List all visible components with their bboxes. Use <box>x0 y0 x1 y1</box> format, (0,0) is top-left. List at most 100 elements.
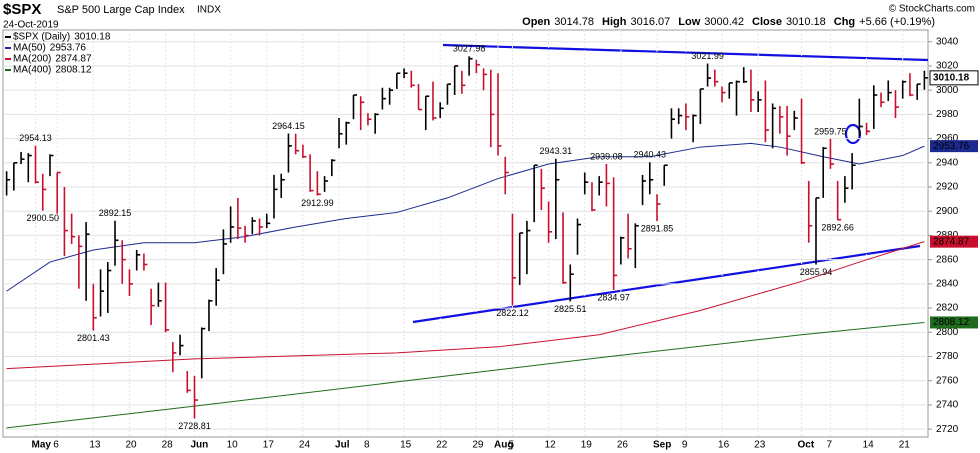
bar-label: 2855.94 <box>800 267 833 277</box>
y-tick-label: 2760 <box>936 375 959 386</box>
legend-label: MA(400) <box>13 65 51 76</box>
legend-label: MA(50) <box>13 43 46 54</box>
x-tick-label: 14 <box>863 440 875 451</box>
quote: Open 3014.78 High 3016.07 Low 3000.42 Close 301… <box>522 16 935 28</box>
y-tick-label: 2820 <box>936 303 959 314</box>
bar-label: 2825.51 <box>554 304 587 314</box>
value-tag <box>929 70 979 86</box>
quote-value: 3014.78 <box>554 16 594 28</box>
quote-label: Chg <box>834 16 855 28</box>
quote-label: Low <box>678 16 700 28</box>
bar-label: 2959.75 <box>814 126 847 136</box>
x-tick-label: May <box>32 440 52 451</box>
x-tick-label: 26 <box>617 440 629 451</box>
quote-value: +5.66 (+0.19%) <box>859 16 935 28</box>
x-tick-label: 29 <box>472 440 484 451</box>
plot-frame <box>2 29 929 438</box>
x-tick-label: 16 <box>718 440 730 451</box>
bar-label: 2939.08 <box>590 151 623 161</box>
x-tick-label: Jul <box>335 440 350 451</box>
bar-label: 2943.31 <box>540 146 573 156</box>
grid <box>3 30 928 437</box>
bar-label: 2728.81 <box>178 421 211 431</box>
x-tick-label: 8 <box>364 440 370 451</box>
bar-label: 2892.66 <box>821 222 854 232</box>
x-tick-label: 28 <box>162 440 174 451</box>
bar-label: 2912.99 <box>301 198 334 208</box>
x-tick-label: Jun <box>191 440 209 451</box>
bar-label: 2891.85 <box>641 223 674 233</box>
credit: © StockCharts.com <box>889 4 975 15</box>
x-tick-label: Oct <box>798 440 815 451</box>
bar-label: 2954.13 <box>19 133 52 143</box>
y-tick-label: 3020 <box>936 61 959 72</box>
ma-line <box>6 321 925 429</box>
quote-value: 3000.42 <box>704 16 744 28</box>
y-tick-label: 2900 <box>936 206 959 217</box>
x-tick-label: 23 <box>754 440 766 451</box>
legend-value: 2808.12 <box>55 65 92 76</box>
value-tag <box>930 316 978 329</box>
subtitle: S&P 500 Large Cap Index <box>57 4 185 16</box>
x-tick-label: 20 <box>125 440 137 451</box>
legend-value: 2953.76 <box>50 43 87 54</box>
x-tick-label: 13 <box>89 440 101 451</box>
value-tag-label: 2808.12 <box>933 317 970 328</box>
y-tick-label: 3000 <box>936 85 959 96</box>
x-tick-label: 10 <box>227 440 239 451</box>
date: 24-Oct-2019 <box>3 20 59 31</box>
bar-label: 2940.43 <box>634 150 667 160</box>
y-tick-label: 2980 <box>936 109 959 120</box>
x-tick-label: 12 <box>545 440 557 451</box>
bar-label: 2822.12 <box>496 308 529 318</box>
quote-label: High <box>602 16 627 28</box>
bar-label: 3027.98 <box>453 44 486 54</box>
y-tick-label: 2860 <box>936 254 959 265</box>
trend-line <box>442 43 929 62</box>
y-tick-label: 2880 <box>936 230 959 241</box>
bar-label: 3021.99 <box>691 51 724 61</box>
value-tag-label: 2874.87 <box>933 236 970 247</box>
x-tick-label: Sep <box>653 440 671 451</box>
bar-label: 2801.43 <box>77 333 110 343</box>
ma-line <box>6 142 925 292</box>
value-tag-label: 3010.18 <box>933 72 970 83</box>
x-tick-label: 7 <box>826 440 832 451</box>
y-tick-label: 2940 <box>936 157 959 168</box>
bar-label: 2834.97 <box>597 292 630 302</box>
y-tick-label: 2740 <box>936 400 959 411</box>
y-tick-label: 2960 <box>936 133 959 144</box>
quote-value: 3010.18 <box>786 16 826 28</box>
value-tag-label: 2953.76 <box>933 141 970 152</box>
value-tag <box>930 140 978 153</box>
exchange: INDX <box>197 5 221 16</box>
chart-title: $SPX <box>3 1 41 18</box>
y-tick-label: 2780 <box>936 351 959 362</box>
legend-value: 2874.87 <box>55 54 92 65</box>
quote-value: 3016.07 <box>631 16 671 28</box>
x-tick-label: Aug <box>494 440 513 451</box>
bar-label: 2892.15 <box>99 208 132 218</box>
quote-label: Close <box>752 16 782 28</box>
marks <box>5 56 928 429</box>
x-tick-label: 24 <box>299 440 311 451</box>
legend-value: 3010.18 <box>74 32 111 43</box>
y-tick-label: 2720 <box>936 424 959 435</box>
x-tick-label: 19 <box>581 440 593 451</box>
value-tag <box>930 235 978 248</box>
x-tick-label: 22 <box>436 440 448 451</box>
x-tick-label: 9 <box>682 440 688 451</box>
x-tick-label: 15 <box>400 440 412 451</box>
x-tick-label: 6 <box>53 440 59 451</box>
x-tick-label: 17 <box>263 440 275 451</box>
x-tick-label: 21 <box>899 440 911 451</box>
x-tick-label: 5 <box>508 440 514 451</box>
quote-label: Open <box>522 16 550 28</box>
ma-line <box>6 241 925 370</box>
y-tick-label: 2800 <box>936 327 959 338</box>
legend-label: MA(200) <box>13 54 51 65</box>
y-tick-label: 2840 <box>936 279 959 290</box>
legend-label: $SPX (Daily) <box>13 32 70 43</box>
bar-label: 2900.50 <box>26 213 59 223</box>
